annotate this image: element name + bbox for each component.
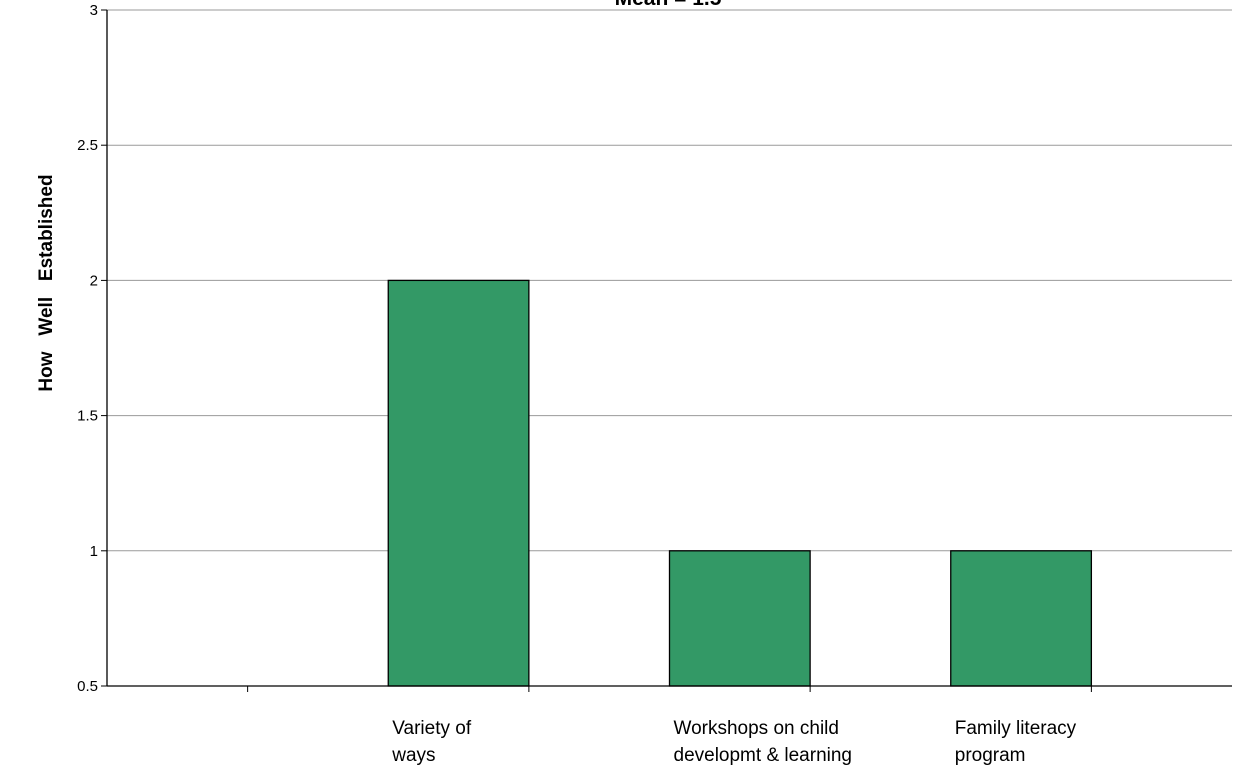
- bar: [387, 279, 530, 687]
- y-tick-label: 2.5: [77, 137, 98, 154]
- x-category-label: program: [955, 745, 1026, 766]
- x-category-label: developmt & learning: [674, 745, 853, 766]
- x-category-label: ways: [391, 745, 435, 766]
- y-tick-label: 0.5: [77, 678, 98, 695]
- bar: [668, 550, 811, 687]
- x-category-label: Workshops on child: [674, 718, 839, 739]
- y-tick-label: 1: [90, 543, 98, 560]
- chart-title: Mean = 1.5: [615, 0, 722, 10]
- y-axis-title: How Well Established: [36, 174, 57, 391]
- bar: [950, 550, 1093, 687]
- plot-area: 0.5 1 1.5 2 2.5 3 Variety of ways Workshops on c…: [77, 2, 1232, 766]
- x-category-label: Variety of: [392, 718, 472, 739]
- y-tick-label: 2: [90, 272, 98, 289]
- x-category-label: Family literacy: [955, 718, 1077, 739]
- y-tick-label: 1.5: [77, 408, 98, 425]
- y-tick-label: 3: [90, 2, 98, 19]
